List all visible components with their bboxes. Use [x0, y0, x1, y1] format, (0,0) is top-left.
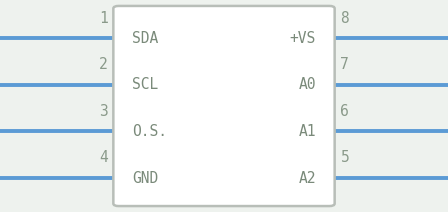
Text: GND: GND	[132, 171, 159, 186]
Text: A1: A1	[298, 124, 316, 139]
Text: 8: 8	[340, 11, 349, 25]
Text: A2: A2	[298, 171, 316, 186]
Text: 2: 2	[99, 57, 108, 72]
Text: SCL: SCL	[132, 77, 159, 92]
Text: 1: 1	[99, 11, 108, 25]
Text: SDA: SDA	[132, 31, 159, 46]
FancyBboxPatch shape	[113, 6, 335, 206]
Text: 6: 6	[340, 104, 349, 119]
Text: O.S.: O.S.	[132, 124, 167, 139]
Text: 5: 5	[340, 151, 349, 165]
Text: A0: A0	[298, 77, 316, 92]
Text: 7: 7	[340, 57, 349, 72]
Text: 4: 4	[99, 151, 108, 165]
Text: +VS: +VS	[289, 31, 316, 46]
Text: 3: 3	[99, 104, 108, 119]
